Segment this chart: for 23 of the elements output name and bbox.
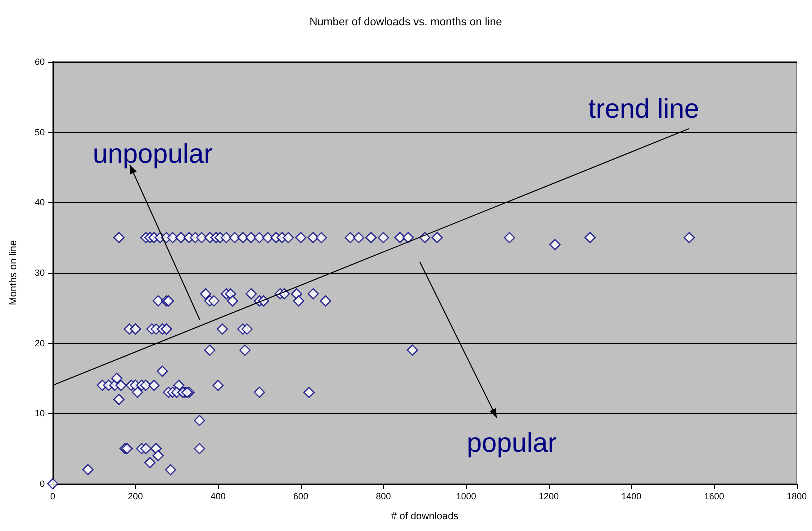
y-axis-title: Months on line [8,240,20,306]
y-tick-label: 20 [34,338,45,348]
annotation: popular [466,428,558,458]
x-axis-title: # of downloads [391,512,459,522]
x-tick-label: 0 [50,492,56,502]
annotation: unpopular [92,139,214,169]
y-tick-label: 10 [34,408,45,419]
x-tick-label: 200 [128,492,144,502]
x-tick-label: 1400 [622,492,642,502]
x-tick-label: 1000 [456,492,476,502]
x-tick-label: 400 [210,492,226,502]
x-tick-label: 600 [293,492,309,502]
annotation: trend line [588,94,700,124]
x-tick-label: 1200 [538,492,560,502]
y-tick-label: 60 [34,57,45,67]
x-tick-label: 1800 [786,492,808,502]
y-tick-label: 50 [34,127,45,138]
x-tick-label: 1600 [704,492,724,502]
chart-title: Number of dowloads vs. months on line [310,16,502,28]
y-tick-label: 40 [34,198,45,208]
y-tick-label: 0 [40,479,45,489]
x-tick-label: 800 [376,492,392,502]
y-tick-label: 30 [34,268,45,278]
